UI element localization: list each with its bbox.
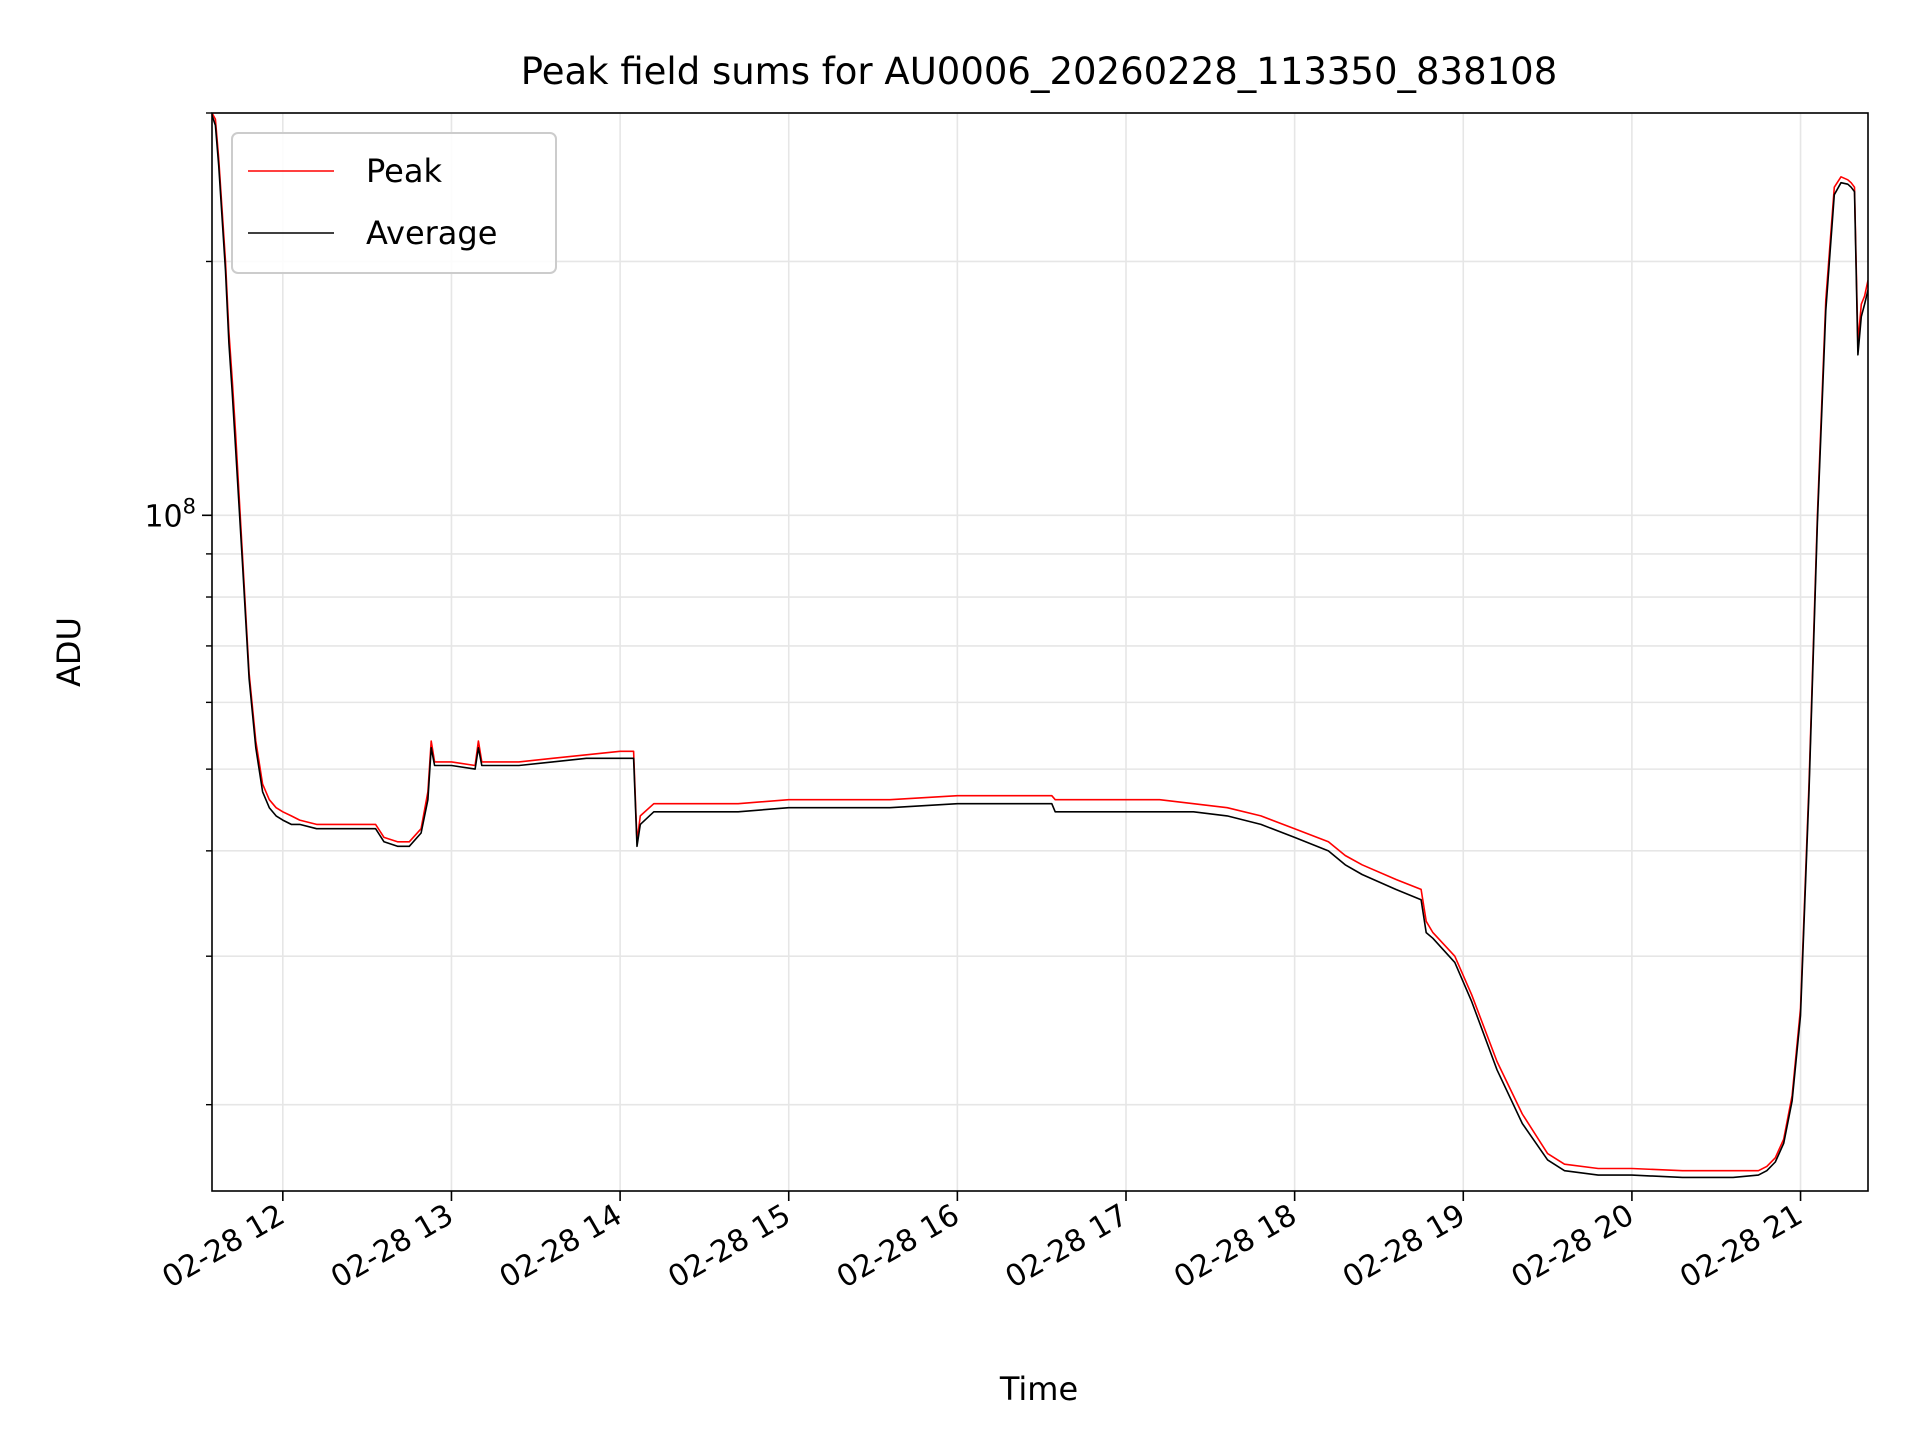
grid (212, 112, 1868, 1191)
legend: Peak Average (231, 132, 557, 274)
chart-title: Peak field sums for AU0006_20260228_1133… (521, 50, 1558, 93)
plot-frame (211, 112, 1869, 1192)
legend-label-average: Average (366, 214, 497, 252)
legend-box (231, 132, 557, 274)
legend-label-peak: Peak (366, 152, 442, 190)
series-line-peak (212, 113, 1868, 1172)
series-layer (212, 113, 1868, 1179)
x-axis-label: Time (999, 1370, 1078, 1408)
series-line-average (212, 115, 1868, 1179)
y-axis-label: ADU (50, 617, 88, 687)
y-tick-label: 108 (144, 494, 196, 534)
